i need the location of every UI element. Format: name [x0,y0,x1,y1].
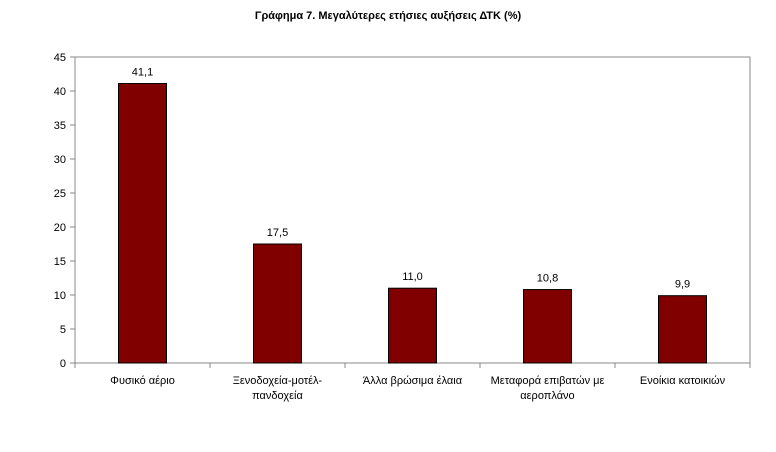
x-category-label: αεροπλάνο [520,390,574,402]
bar [253,243,302,364]
x-category-label: Ξενοδοχεία-μοτέλ- [233,375,323,387]
data-label: 17,5 [267,227,288,239]
bar [658,295,707,364]
y-tick-label: 25 [54,188,66,200]
x-category-label: Μεταφορά επιβατών με [491,375,605,387]
y-tick-label: 10 [54,290,66,302]
bar [388,287,437,364]
x-category-label: πανδοχεία [252,390,303,402]
data-label: 41,1 [132,67,153,79]
x-category-label: Άλλα βρώσιμα έλαια [363,375,463,387]
y-tick-label: 0 [60,358,66,370]
data-label: 11,0 [402,271,423,283]
y-tick-label: 30 [54,154,66,166]
bar [523,289,572,364]
y-tick-label: 5 [60,324,66,336]
x-category-label: Ενοίκια κατοικιών [640,375,726,387]
chart-title: Γράφημα 7. Μεγαλύτερες ετήσιες αυξήσεις … [254,10,522,22]
data-label: 9,9 [675,279,690,291]
x-category-label: Φυσικό αέριο [110,375,175,387]
bar [118,83,167,364]
data-label: 10,8 [537,273,558,285]
y-tick-label: 35 [54,120,66,132]
y-tick-label: 20 [54,222,66,234]
y-tick-label: 15 [54,256,66,268]
y-tick-label: 40 [54,86,66,98]
y-tick-label: 45 [54,52,66,64]
